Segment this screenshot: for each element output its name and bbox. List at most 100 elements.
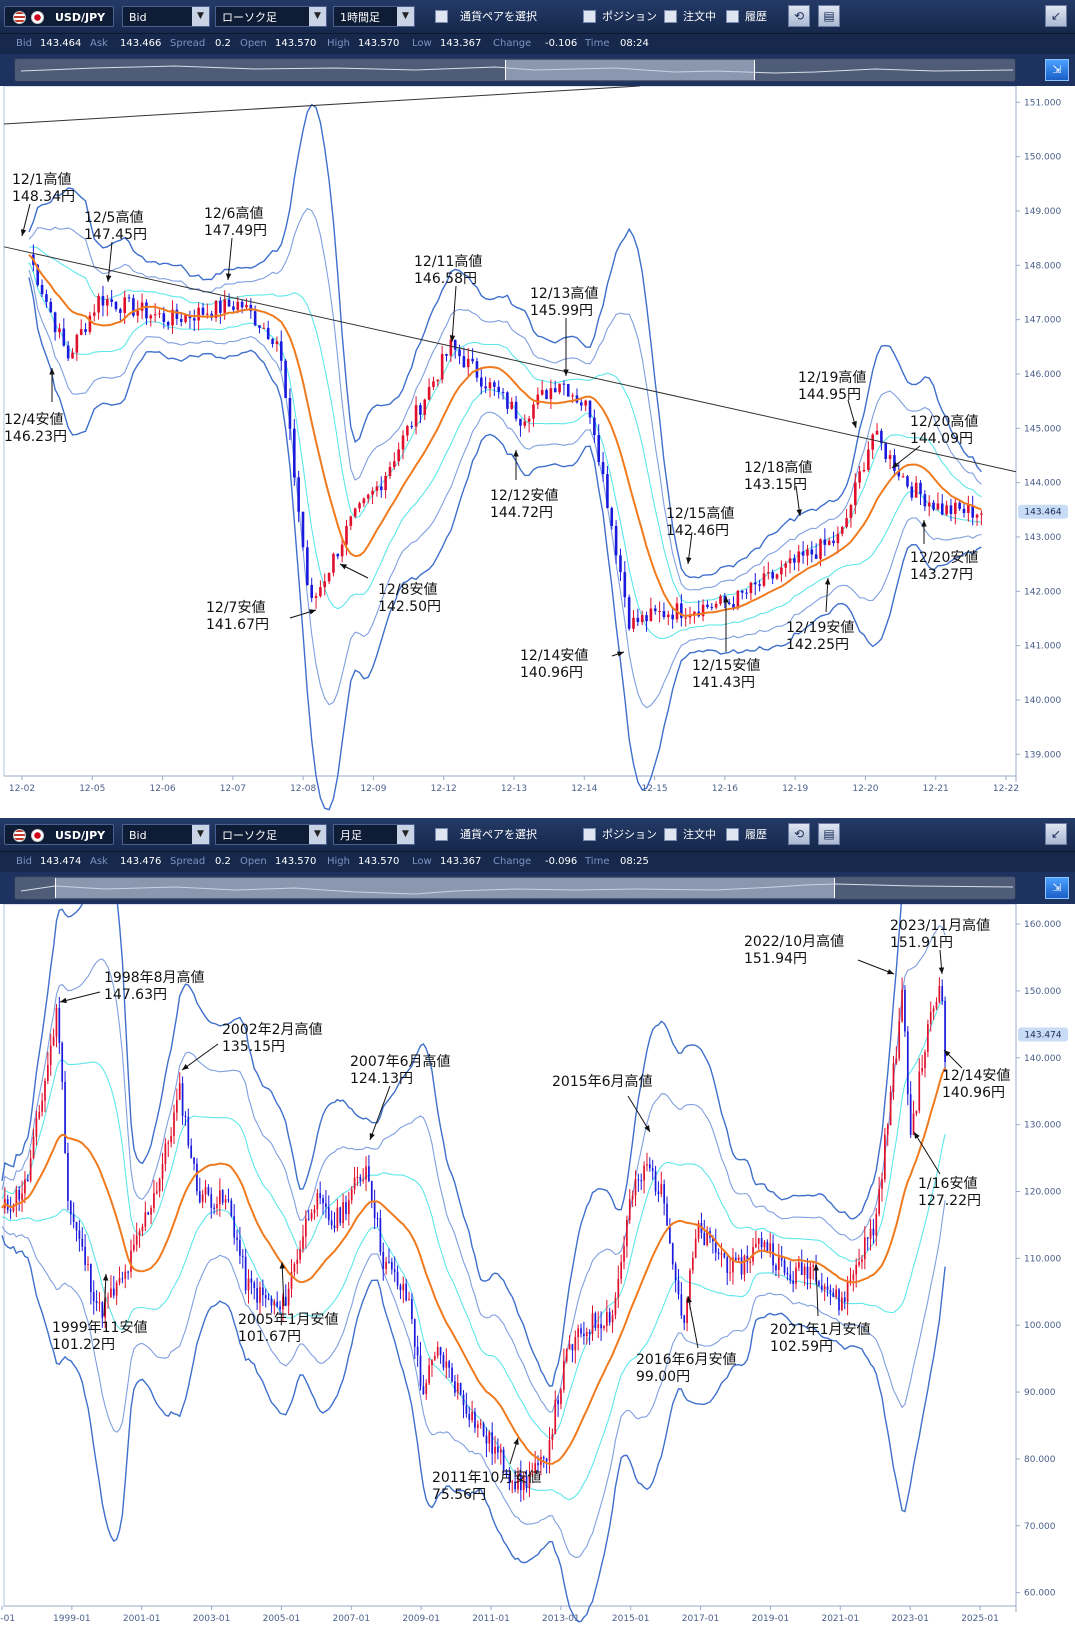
chart-type-select[interactable]: ローソク足 ▼ <box>215 6 327 27</box>
select-pair-toggle[interactable]: 通貨ペアを選択 <box>432 6 567 27</box>
navigator-selection[interactable] <box>505 60 755 80</box>
change-value: -0.106 <box>545 38 578 49</box>
annotation-arrow <box>451 285 457 343</box>
orders-checkbox[interactable] <box>664 10 677 23</box>
annotation-value: 142.46円 <box>666 523 729 539</box>
candle-body <box>155 1191 158 1194</box>
orders-toggle[interactable]: 注文中 <box>664 6 724 27</box>
expand-icon[interactable]: ⇲ <box>1045 59 1069 81</box>
candle-body <box>158 1178 161 1192</box>
candle-body <box>777 1257 780 1271</box>
annotation-value: 102.59円 <box>770 1339 833 1355</box>
settings-icon[interactable]: ▤ <box>818 5 840 27</box>
price-type-select[interactable]: Bid ▼ <box>122 6 210 27</box>
timeframe-select[interactable]: 1時間足 ▼ <box>333 6 415 27</box>
candle-body <box>213 1207 215 1209</box>
currency-pair-selector[interactable]: USD/JPY <box>4 824 114 845</box>
chart-type-select[interactable]: ローソク足 ▼ <box>215 824 327 845</box>
candle-body <box>75 334 79 353</box>
candle-body <box>884 443 888 459</box>
annotation-label: 2022/10月高値 <box>744 933 844 950</box>
annotation-value: 124.13円 <box>350 1071 413 1087</box>
x-tick-label: 12-15 <box>641 784 667 794</box>
annotation-value: 144.95円 <box>798 387 861 403</box>
candle-body <box>138 1231 141 1236</box>
select-pair-toggle[interactable]: 通貨ペアを選択 <box>432 824 567 845</box>
price-type-select[interactable]: Bid ▼ <box>122 824 210 845</box>
candle-body <box>370 1180 373 1203</box>
position-toggle[interactable]: ポジション <box>583 824 663 845</box>
navigator-track[interactable] <box>14 58 1016 82</box>
annotation-arrowhead <box>796 509 802 516</box>
candle-body <box>262 327 266 329</box>
candle-body <box>350 1189 353 1201</box>
navigator-track[interactable] <box>14 876 1016 900</box>
select-pair-checkbox[interactable] <box>435 828 448 841</box>
candle-body <box>397 449 400 462</box>
x-tick-label: 12-16 <box>712 784 738 794</box>
candle-body <box>327 572 331 582</box>
position-checkbox[interactable] <box>583 828 596 841</box>
candle-body <box>97 295 100 313</box>
orders-checkbox[interactable] <box>664 828 677 841</box>
candle-body <box>497 1446 499 1453</box>
candle-body <box>319 587 322 597</box>
candle-body <box>971 504 975 518</box>
orders-toggle[interactable]: 注文中 <box>664 824 724 845</box>
candle-body <box>499 1449 502 1453</box>
candle-body <box>422 1386 425 1395</box>
x-tick-label: 2021-01 <box>821 1614 859 1624</box>
annotation-arrowhead <box>892 461 899 468</box>
change-value: -0.096 <box>545 856 578 867</box>
refresh-icon[interactable]: ⟲ <box>788 5 810 27</box>
candle-body <box>792 1280 795 1284</box>
candle-body <box>884 1134 886 1180</box>
candle-body <box>967 504 970 513</box>
candle-body <box>197 307 200 321</box>
select-pair-checkbox[interactable] <box>435 10 448 23</box>
candle-body <box>542 1456 545 1459</box>
candle-body <box>580 1328 582 1334</box>
candle-body <box>760 1238 763 1248</box>
candle-body <box>390 1262 393 1270</box>
candle-body <box>835 1289 838 1297</box>
candle-body <box>145 302 148 319</box>
history-checkbox[interactable] <box>726 10 739 23</box>
candle-body <box>689 1270 691 1299</box>
history-checkbox[interactable] <box>726 828 739 841</box>
candle-body <box>532 404 535 419</box>
candle-body <box>79 329 83 335</box>
candle-body <box>871 434 874 450</box>
bollinger-upper-1sigma <box>1 1000 946 1439</box>
collapse-icon[interactable]: ↙ <box>1045 5 1067 27</box>
candle-body <box>362 1179 365 1181</box>
position-toggle[interactable]: ポジション <box>583 6 663 27</box>
candle-body <box>653 608 657 612</box>
navigator-selection[interactable] <box>55 878 835 898</box>
candle-body <box>528 1475 531 1489</box>
refresh-icon[interactable]: ⟲ <box>788 823 810 845</box>
candle-body <box>706 604 709 608</box>
candle-body <box>853 482 857 506</box>
collapse-icon[interactable]: ↙ <box>1045 823 1067 845</box>
annotation-value: 140.96円 <box>942 1085 1005 1101</box>
candle-body <box>140 302 144 311</box>
candle-body <box>401 435 405 450</box>
candle-body <box>746 1255 749 1262</box>
currency-pair-selector[interactable]: USD/JPY <box>4 6 114 27</box>
annotation-label: 1/16安値 <box>918 1176 977 1192</box>
expand-icon[interactable]: ⇲ <box>1045 877 1069 899</box>
candle-body <box>388 466 392 476</box>
us-flag-icon <box>13 829 26 842</box>
candle-body <box>660 1184 663 1195</box>
y-tick-label: 120.000 <box>1024 1187 1061 1197</box>
candle-body <box>393 1269 396 1272</box>
annotation-label: 12/20安値 <box>910 550 978 566</box>
candle-body <box>44 1080 46 1101</box>
timeframe-select[interactable]: 月足 ▼ <box>333 824 415 845</box>
settings-icon[interactable]: ▤ <box>818 823 840 845</box>
history-toggle[interactable]: 履歴 <box>726 6 776 27</box>
candle-body <box>843 1297 846 1303</box>
position-checkbox[interactable] <box>583 10 596 23</box>
history-toggle[interactable]: 履歴 <box>726 824 776 845</box>
